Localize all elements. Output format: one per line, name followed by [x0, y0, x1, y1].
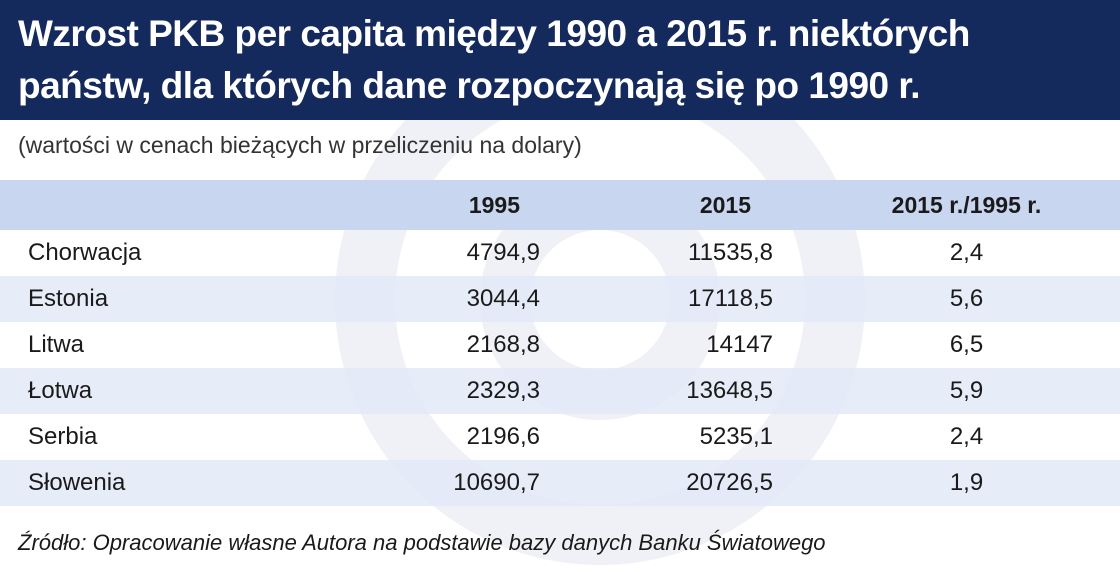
cell-1995: 2196,6	[466, 423, 540, 450]
gdp-table: 1995 2015 2015 r./1995 r. Chorwacja 4794,…	[0, 180, 1120, 506]
table-header-row: 1995 2015 2015 r./1995 r.	[0, 180, 1120, 230]
source-note: Źródło: Opracowanie własne Autora na pod…	[18, 530, 826, 555]
cell-1995: 2168,8	[466, 331, 540, 358]
table-row: Serbia 2196,6 5235,1 2,4	[0, 414, 1120, 460]
cell-1995: 4794,9	[466, 239, 540, 266]
cell-2015: 14147	[706, 331, 773, 358]
cell-ratio: 2,4	[949, 239, 984, 266]
cell-country: Słowenia	[0, 460, 300, 506]
table-row: Estonia 3044,4 17118,5 5,6	[0, 276, 1120, 322]
cell-2015: 17118,5	[540, 276, 773, 322]
table-row: Litwa 2168,8 14147 6,5	[0, 322, 1120, 368]
table-row: Chorwacja 4794,9 11535,8 2,4	[0, 230, 1120, 276]
title-line-2: państw, dla których dane rozpoczynają si…	[18, 65, 921, 106]
cell-ratio: 5,9	[773, 368, 1120, 414]
cell-ratio: 1,9	[773, 460, 1120, 506]
cell-country: Estonia	[0, 276, 300, 322]
header-2015: 2015	[540, 180, 773, 230]
cell-country: Litwa	[28, 331, 85, 358]
cell-country: Łotwa	[0, 368, 300, 414]
cell-2015: 11535,8	[688, 239, 773, 266]
header-ratio: 2015 r./1995 r.	[773, 180, 1120, 230]
header-country	[0, 180, 300, 230]
table-body: Chorwacja 4794,9 11535,8 2,4 Estonia 3044,4 17…	[0, 230, 1120, 506]
subtitle: (wartości w cenach bieżących w przelicze…	[18, 132, 582, 158]
cell-2015: 20726,5	[540, 460, 773, 506]
title: Wzrost PKB per capita między 1990 a 2015…	[18, 8, 1120, 112]
cell-1995: 3044,4	[300, 276, 540, 322]
cell-2015: 13648,5	[540, 368, 773, 414]
cell-ratio: 6,5	[949, 331, 984, 358]
header: Wzrost PKB per capita między 1990 a 2015…	[0, 0, 1120, 120]
title-line-1: Wzrost PKB per capita między 1990 a 2015…	[18, 13, 970, 54]
header-1995: 1995	[300, 180, 540, 230]
table-row: Łotwa 2329,3 13648,5 5,9	[0, 368, 1120, 414]
cell-country: Chorwacja	[28, 239, 142, 266]
cell-ratio: 5,6	[773, 276, 1120, 322]
cell-1995: 2329,3	[300, 368, 540, 414]
cell-ratio: 2,4	[949, 423, 984, 450]
table-row: Słowenia 10690,7 20726,5 1,9	[0, 460, 1120, 506]
cell-country: Serbia	[28, 423, 98, 450]
cell-1995: 10690,7	[300, 460, 540, 506]
cell-2015: 5235,1	[699, 423, 773, 450]
